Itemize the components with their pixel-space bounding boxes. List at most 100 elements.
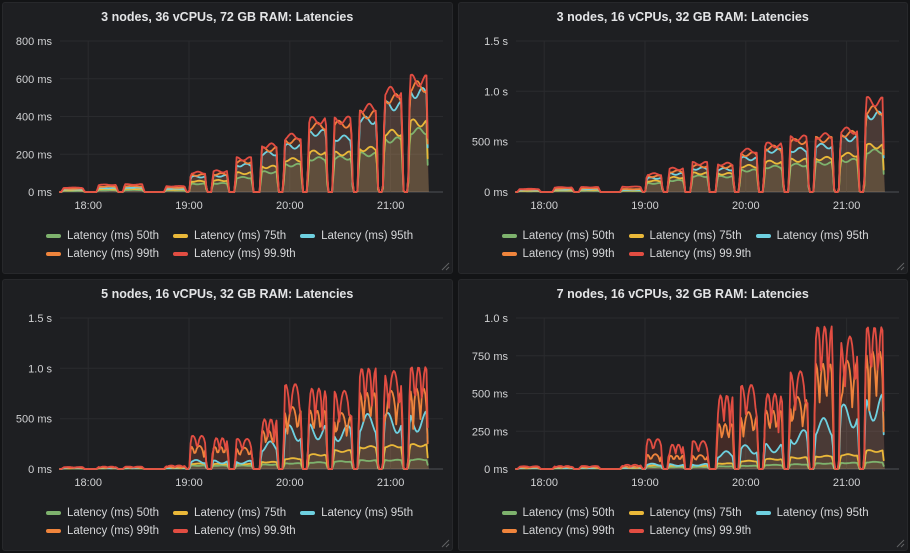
panel-title[interactable]: 5 nodes, 16 vCPUs, 32 GB RAM: Latencies bbox=[101, 287, 354, 301]
legend: Latency (ms) 50th Latency (ms) 75th Latenc… bbox=[6, 504, 449, 548]
legend-item-99.9th[interactable]: Latency (ms) 99.9th bbox=[628, 522, 751, 539]
svg-text:21:00: 21:00 bbox=[832, 200, 860, 212]
series-lines bbox=[514, 96, 885, 193]
legend-item-99th[interactable]: Latency (ms) 99th bbox=[501, 245, 615, 262]
resize-handle-icon[interactable] bbox=[896, 539, 905, 548]
legend-label: Latency (ms) 75th bbox=[194, 229, 287, 242]
svg-text:1.0 s: 1.0 s bbox=[28, 363, 52, 375]
legend-label: Latency (ms) 99th bbox=[522, 247, 615, 260]
legend-label: Latency (ms) 50th bbox=[67, 229, 160, 242]
legend-label: Latency (ms) 95th bbox=[321, 506, 414, 519]
resize-handle-icon[interactable] bbox=[441, 262, 450, 271]
svg-text:20:00: 20:00 bbox=[732, 477, 760, 489]
legend-dash-icon bbox=[628, 528, 644, 533]
legend-item-95th[interactable]: Latency (ms) 95th bbox=[755, 227, 869, 244]
legend-item-99.9th[interactable]: Latency (ms) 99.9th bbox=[173, 522, 296, 539]
panel-7-nodes-16-vcpus: 7 nodes, 16 vCPUs, 32 GB RAM: Latencies … bbox=[457, 279, 908, 551]
legend-item-75th[interactable]: Latency (ms) 75th bbox=[628, 504, 742, 521]
svg-text:21:00: 21:00 bbox=[832, 477, 860, 489]
legend-item-50th[interactable]: Latency (ms) 50th bbox=[46, 504, 159, 521]
svg-text:20:00: 20:00 bbox=[276, 477, 304, 489]
legend-item-75th[interactable]: Latency (ms) 75th bbox=[173, 227, 286, 244]
panel-title[interactable]: 3 nodes, 16 vCPUs, 32 GB RAM: Latencies bbox=[556, 10, 809, 24]
series-fill bbox=[60, 367, 429, 469]
legend-item-99th[interactable]: Latency (ms) 99th bbox=[46, 245, 159, 262]
svg-text:0 ms: 0 ms bbox=[28, 187, 52, 199]
legend-label: Latency (ms) 99th bbox=[67, 524, 160, 537]
resize-handle-icon[interactable] bbox=[441, 539, 450, 548]
svg-text:19:00: 19:00 bbox=[175, 477, 203, 489]
svg-text:500 ms: 500 ms bbox=[16, 414, 53, 426]
latency-chart[interactable]: 0 ms 200 ms 400 ms 600 ms 800 ms 18:00 19:00 20… bbox=[6, 27, 449, 225]
legend-item-75th[interactable]: Latency (ms) 75th bbox=[628, 227, 742, 244]
series-fill bbox=[60, 119, 429, 192]
svg-text:200 ms: 200 ms bbox=[16, 149, 53, 161]
svg-text:1.0 s: 1.0 s bbox=[484, 313, 508, 325]
legend-dash-icon bbox=[173, 233, 189, 238]
legend-item-95th[interactable]: Latency (ms) 95th bbox=[300, 227, 413, 244]
legend-dash-icon bbox=[501, 233, 517, 238]
legend-item-99.9th[interactable]: Latency (ms) 99.9th bbox=[628, 245, 751, 262]
legend-dash-icon bbox=[46, 510, 61, 515]
series-fill bbox=[515, 106, 885, 192]
series-line bbox=[59, 366, 429, 470]
legend-label: Latency (ms) 50th bbox=[522, 229, 615, 242]
series-fill bbox=[515, 394, 885, 469]
svg-text:250 ms: 250 ms bbox=[471, 426, 508, 438]
legend-dash-icon bbox=[501, 510, 517, 515]
panel-title[interactable]: 7 nodes, 16 vCPUs, 32 GB RAM: Latencies bbox=[556, 287, 809, 301]
svg-text:0 ms: 0 ms bbox=[28, 464, 52, 476]
legend-item-95th[interactable]: Latency (ms) 95th bbox=[755, 504, 869, 521]
latency-chart[interactable]: 0 ms 500 ms 1.0 s 1.5 s 18:00 19:00 20:00 21:00 bbox=[462, 27, 905, 225]
grid: 0 ms 200 ms 400 ms 600 ms 800 ms 18:00 19:00 20… bbox=[16, 36, 443, 212]
svg-text:18:00: 18:00 bbox=[74, 477, 102, 489]
svg-text:18:00: 18:00 bbox=[530, 200, 558, 212]
svg-text:19:00: 19:00 bbox=[175, 200, 203, 212]
legend-label: Latency (ms) 99.9th bbox=[194, 524, 296, 537]
legend-label: Latency (ms) 50th bbox=[67, 506, 160, 519]
legend-item-99th[interactable]: Latency (ms) 99th bbox=[46, 522, 159, 539]
series-lines bbox=[514, 325, 885, 470]
series-fill bbox=[60, 127, 429, 192]
series-areas bbox=[515, 96, 885, 192]
latency-chart[interactable]: 0 ms 500 ms 1.0 s 1.5 s 18:00 19:00 20:00 21:00 bbox=[6, 304, 449, 502]
series-fill bbox=[515, 143, 885, 192]
series-fill bbox=[60, 87, 429, 192]
legend-item-50th[interactable]: Latency (ms) 50th bbox=[46, 227, 159, 244]
series-line bbox=[59, 73, 429, 193]
svg-text:21:00: 21:00 bbox=[377, 200, 405, 212]
series-fill bbox=[515, 326, 885, 469]
legend-label: Latency (ms) 99th bbox=[67, 247, 160, 260]
legend-label: Latency (ms) 95th bbox=[321, 229, 414, 242]
legend-item-99th[interactable]: Latency (ms) 99th bbox=[501, 522, 615, 539]
legend-item-99.9th[interactable]: Latency (ms) 99.9th bbox=[173, 245, 296, 262]
legend-dash-icon bbox=[300, 510, 316, 515]
panel-3-nodes-36-vcpus: 3 nodes, 36 vCPUs, 72 GB RAM: Latencies … bbox=[2, 2, 453, 274]
legend-item-50th[interactable]: Latency (ms) 50th bbox=[501, 504, 615, 521]
svg-text:19:00: 19:00 bbox=[631, 477, 659, 489]
legend: Latency (ms) 50th Latency (ms) 75th Latenc… bbox=[6, 227, 449, 271]
legend-item-50th[interactable]: Latency (ms) 50th bbox=[501, 227, 615, 244]
grid: 0 ms 500 ms 1.0 s 1.5 s 18:00 19:00 20:00 21:00 bbox=[16, 313, 443, 489]
panel-title[interactable]: 3 nodes, 36 vCPUs, 72 GB RAM: Latencies bbox=[101, 10, 354, 24]
legend-item-75th[interactable]: Latency (ms) 75th bbox=[173, 504, 286, 521]
legend: Latency (ms) 50th Latency (ms) 75th Latenc… bbox=[462, 504, 905, 548]
legend-dash-icon bbox=[755, 233, 771, 238]
series-fill bbox=[60, 74, 429, 192]
svg-text:0 ms: 0 ms bbox=[484, 187, 508, 199]
legend-label: Latency (ms) 75th bbox=[649, 506, 742, 519]
svg-text:21:00: 21:00 bbox=[377, 477, 405, 489]
svg-text:20:00: 20:00 bbox=[732, 200, 760, 212]
series-lines bbox=[59, 366, 429, 470]
legend-item-95th[interactable]: Latency (ms) 95th bbox=[300, 504, 413, 521]
latency-chart[interactable]: 0 ms 250 ms 500 ms 750 ms 1.0 s 18:00 19:00 20:… bbox=[462, 304, 905, 502]
series-fill bbox=[515, 96, 885, 192]
resize-handle-icon[interactable] bbox=[896, 262, 905, 271]
svg-text:400 ms: 400 ms bbox=[16, 112, 53, 124]
legend-label: Latency (ms) 99th bbox=[522, 524, 615, 537]
svg-text:1.0 s: 1.0 s bbox=[484, 86, 508, 98]
legend-dash-icon bbox=[628, 510, 644, 515]
svg-text:600 ms: 600 ms bbox=[16, 74, 53, 86]
svg-text:750 ms: 750 ms bbox=[471, 351, 508, 363]
svg-text:18:00: 18:00 bbox=[74, 200, 102, 212]
